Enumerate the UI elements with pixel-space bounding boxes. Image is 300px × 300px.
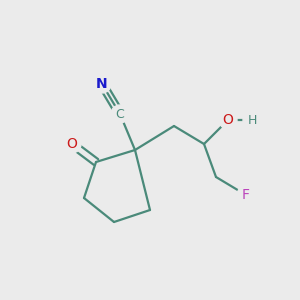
Text: O: O	[223, 113, 233, 127]
Circle shape	[63, 135, 81, 153]
Circle shape	[219, 111, 237, 129]
Circle shape	[111, 105, 129, 123]
Text: N: N	[96, 77, 108, 91]
Circle shape	[237, 186, 255, 204]
Text: O: O	[67, 137, 77, 151]
Text: H: H	[247, 113, 257, 127]
Circle shape	[93, 75, 111, 93]
Text: C: C	[116, 107, 124, 121]
Text: F: F	[242, 188, 250, 202]
Circle shape	[243, 111, 261, 129]
